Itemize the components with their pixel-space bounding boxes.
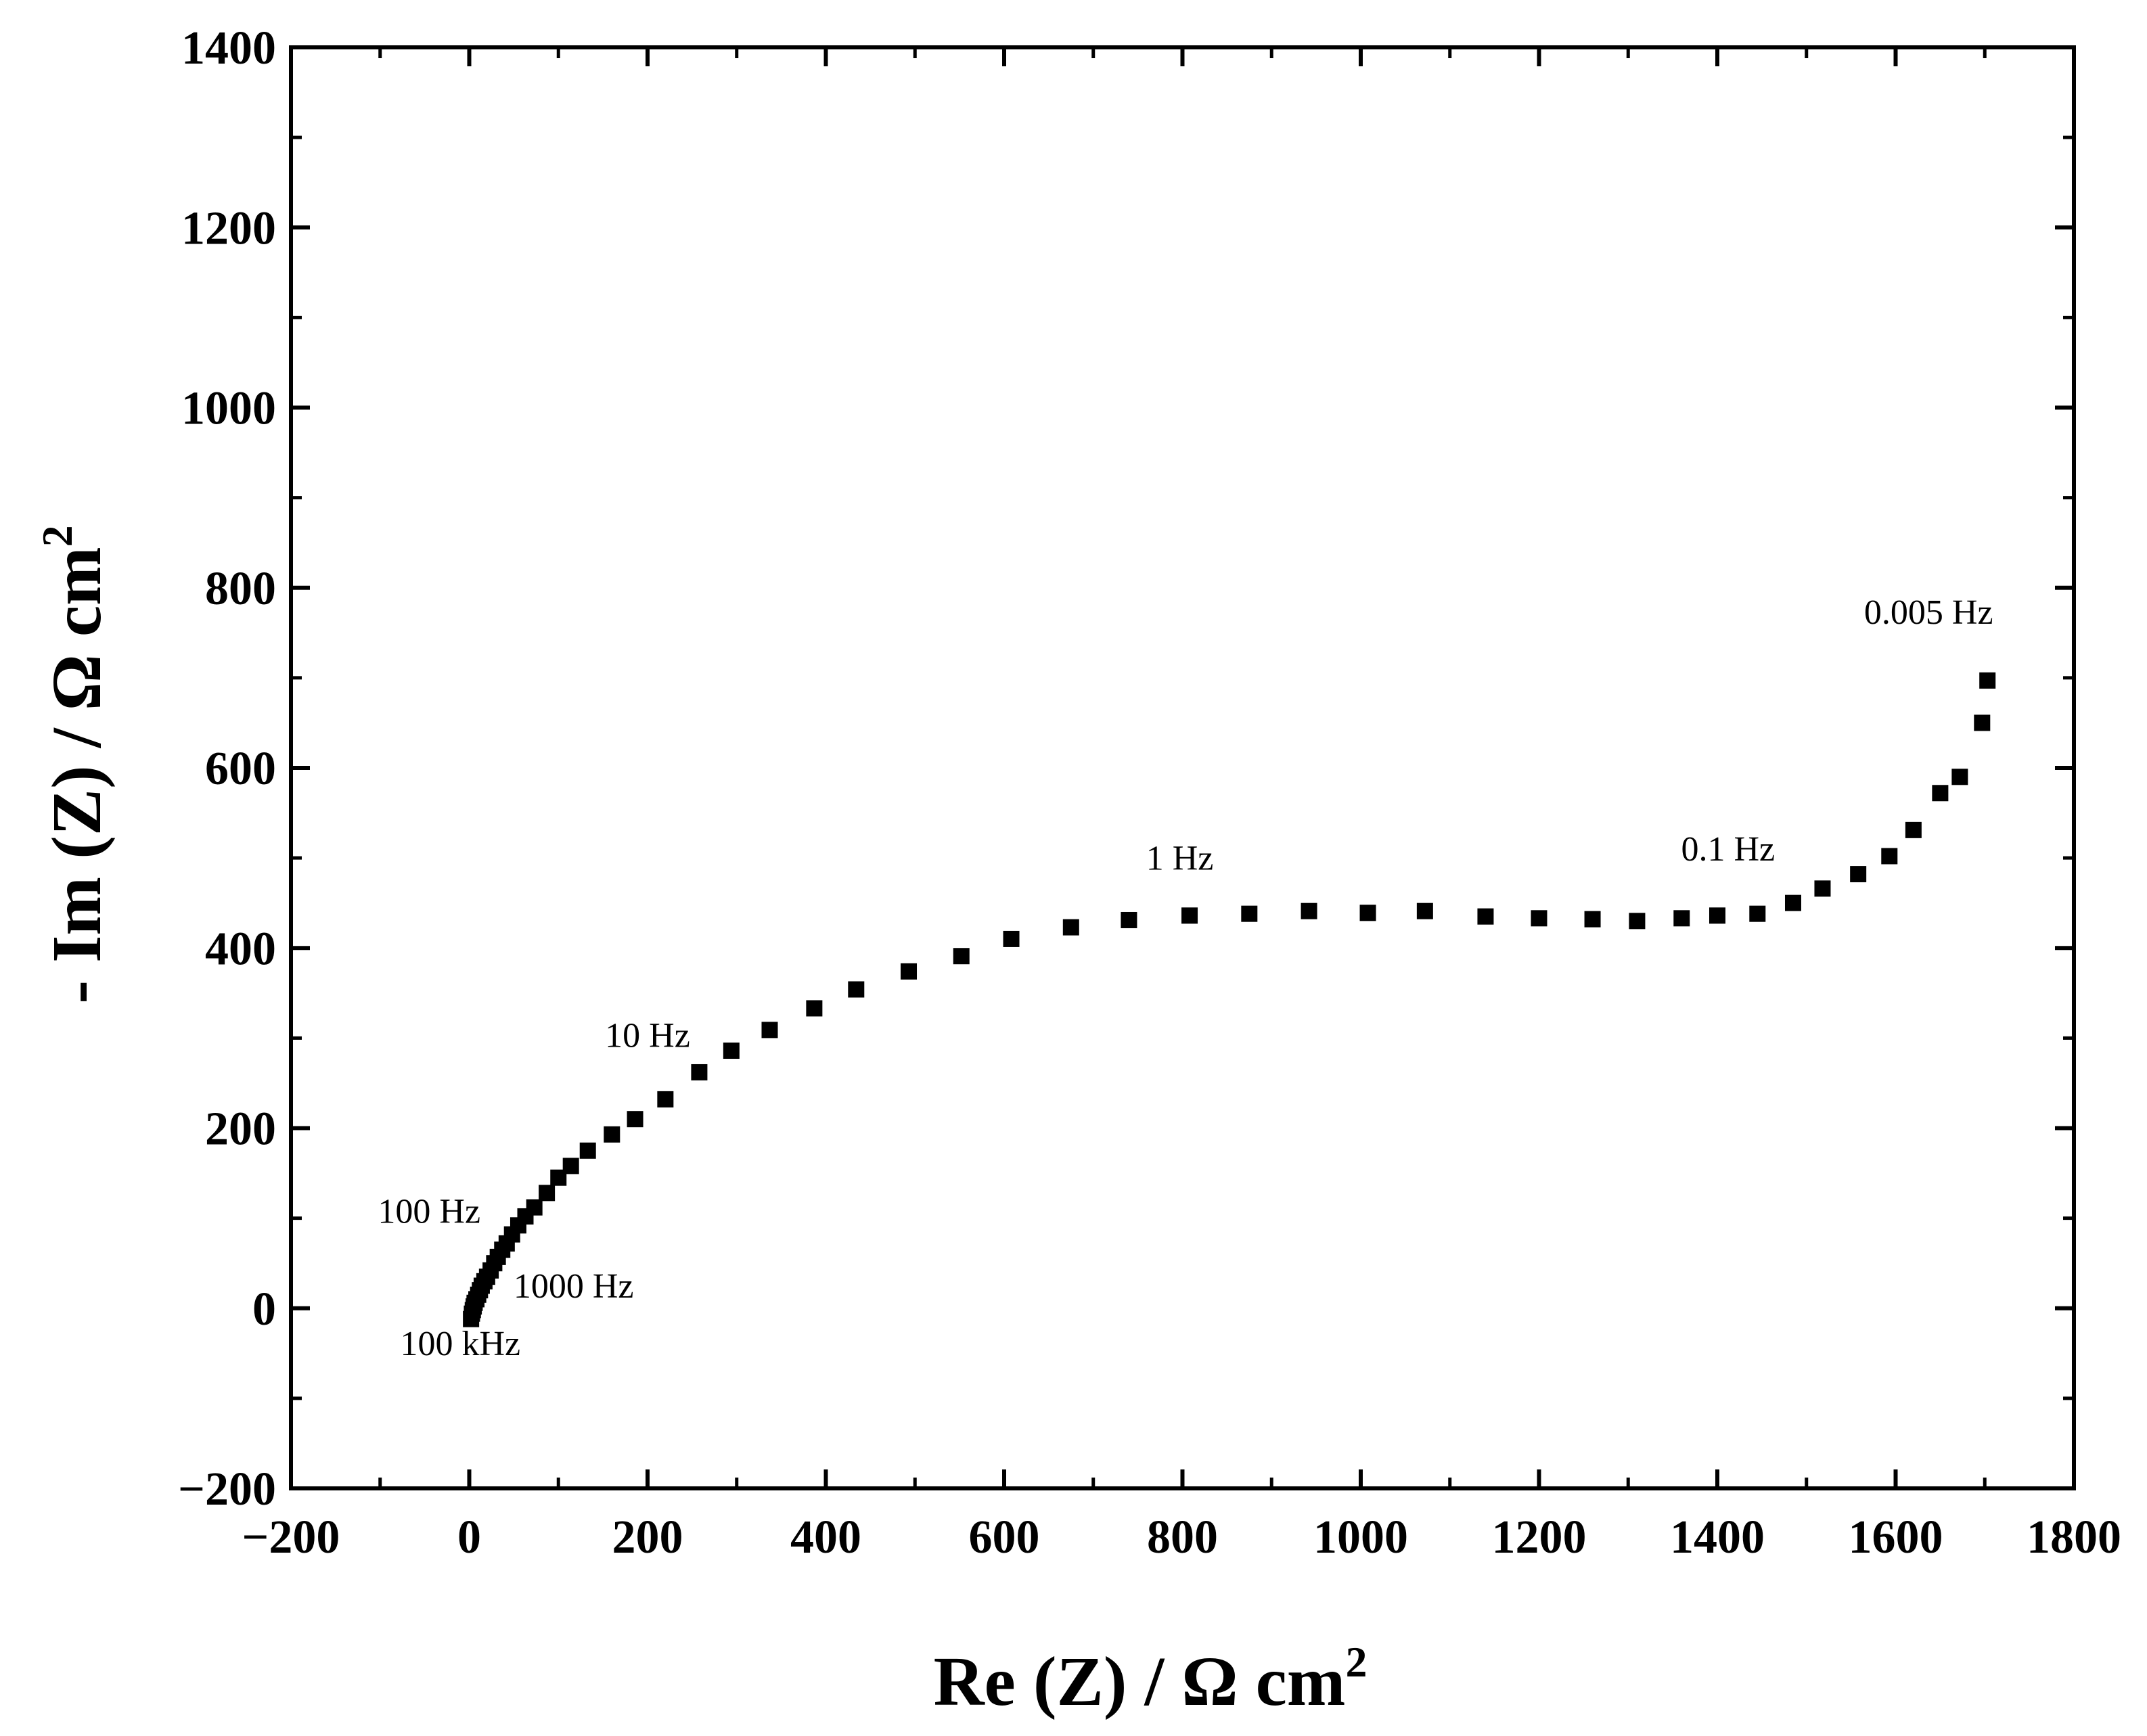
y-tick-label: −200 [178, 1463, 276, 1515]
x-tick-label: 400 [790, 1511, 861, 1563]
data-point [1784, 894, 1801, 911]
data-point [1062, 919, 1079, 936]
y-tick-label: 200 [205, 1103, 276, 1156]
data-point [1181, 907, 1198, 924]
data-point [1974, 714, 1991, 731]
data-point [1932, 785, 1949, 802]
data-point [1951, 769, 1968, 785]
frequency-annotation: 100 kHz [401, 1325, 521, 1363]
data-point [1629, 913, 1646, 930]
x-tick-label: −200 [242, 1511, 340, 1563]
x-tick-label: 1600 [1849, 1511, 1943, 1563]
data-point [1709, 907, 1725, 924]
data-point [761, 1022, 778, 1038]
data-point [953, 948, 970, 965]
data-point [1003, 930, 1020, 947]
frequency-annotation: 100 Hz [378, 1192, 480, 1231]
frequency-annotation: 0.1 Hz [1681, 830, 1775, 869]
frequency-annotation: 1 Hz [1146, 839, 1214, 877]
x-axis-label-exponent: 2 [1345, 1638, 1367, 1686]
data-point [848, 981, 865, 998]
data-point [1850, 866, 1867, 883]
y-axis-label: - Im (Z) / Ω cm2 [33, 525, 116, 1003]
x-axis-label-text: Re (Z) / Ω cm [934, 1643, 1346, 1720]
frequency-annotation: 0.005 Hz [1864, 593, 1993, 632]
y-tick-label: 1200 [181, 202, 276, 254]
data-point [604, 1126, 620, 1143]
data-point [901, 963, 918, 980]
x-tick-label: 1200 [1492, 1511, 1587, 1563]
y-axis-label-group: - Im (Z) / Ω cm2 [33, 525, 116, 1003]
data-point [1814, 880, 1831, 897]
y-axis-label-text: - Im (Z) / Ω cm [38, 547, 116, 1003]
data-point [562, 1158, 579, 1174]
data-point [526, 1199, 543, 1216]
y-axis-ticks: −200 0 200 400 600 800 1000 1200 1400 [178, 22, 2074, 1515]
data-series [463, 672, 1996, 1327]
frequency-annotation: 1000 Hz [514, 1267, 634, 1306]
frequency-annotations: 100 kHz 1000 Hz 100 Hz 10 Hz 1 Hz 0.1 Hz 0.005… [378, 593, 1993, 1363]
y-tick-label: 1000 [181, 383, 276, 435]
data-point [1301, 903, 1317, 919]
x-tick-label: 0 [457, 1511, 481, 1563]
data-point [539, 1185, 556, 1202]
data-point [691, 1064, 708, 1080]
data-point [1241, 905, 1258, 922]
y-axis-label-exponent: 2 [33, 525, 81, 547]
data-point [1881, 848, 1898, 865]
x-tick-label: 200 [612, 1511, 683, 1563]
y-tick-label: 800 [205, 563, 276, 615]
data-point [657, 1091, 674, 1107]
x-axis-ticks: −200 0 200 400 600 800 1000 1200 1400 1600 1800 [242, 47, 2121, 1563]
x-tick-label: 800 [1147, 1511, 1218, 1563]
data-point [1905, 821, 1922, 838]
data-point [579, 1142, 596, 1159]
y-tick-label: 0 [252, 1283, 276, 1335]
data-point [627, 1111, 643, 1128]
x-tick-label: 600 [969, 1511, 1040, 1563]
frequency-annotation: 10 Hz [605, 1017, 690, 1055]
x-tick-label: 1400 [1670, 1511, 1765, 1563]
data-point [1121, 911, 1137, 928]
data-point [1359, 905, 1376, 921]
data-point [723, 1043, 740, 1059]
x-tick-label: 1000 [1313, 1511, 1408, 1563]
data-point [1584, 911, 1601, 928]
x-tick-label: 1800 [2027, 1511, 2121, 1563]
data-point [1477, 908, 1494, 925]
data-point [1673, 910, 1690, 927]
x-axis-label: Re (Z) / Ω cm2 [934, 1638, 1368, 1720]
data-point [1531, 910, 1547, 927]
y-tick-label: 1400 [181, 22, 276, 74]
y-tick-label: 600 [205, 743, 276, 795]
data-point [1979, 672, 1996, 689]
data-point [1749, 905, 1766, 922]
y-tick-label: 400 [205, 923, 276, 975]
data-point [1416, 903, 1433, 919]
data-point [806, 1000, 823, 1017]
